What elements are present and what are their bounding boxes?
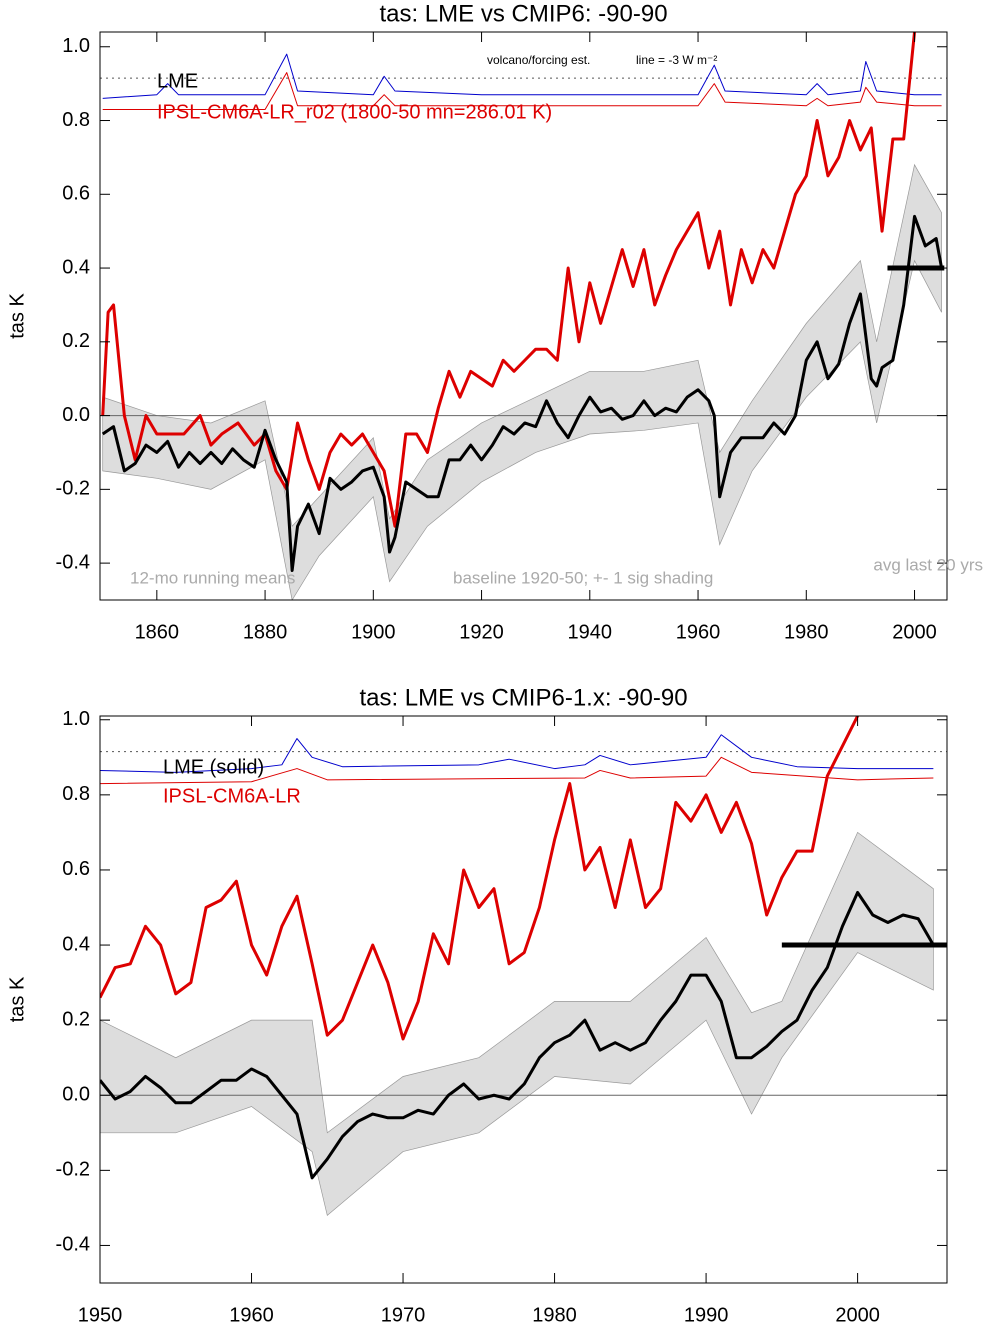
series-line [101,214,944,572]
y-tick-label: 0.8 [62,783,90,805]
x-tick-label: 1880 [243,621,288,643]
panel: -0.4 -0.2 0.0 0.2 0.4 0.6 0.8 1.0 1860 1880 1900 19… [6,0,983,643]
y-tick-label: 0.8 [62,109,90,131]
annotation: volcano/forcing est. [487,53,590,67]
plot-frame [99,715,948,1284]
x-tick-label: 2000 [892,621,937,643]
y-tick-label: 1.0 [62,35,90,57]
sigma-band [102,163,942,600]
series-line [102,72,942,110]
legend-label: LME [157,70,198,92]
annotation: baseline 1920-50; +- 1 sig shading [453,568,713,587]
y-tick-label: 0.4 [62,256,90,278]
x-tick-label: 1920 [459,621,504,643]
chart-title: tas: LME vs CMIP6: -90-90 [379,0,667,27]
x-tick-label: 1960 [229,1304,274,1325]
series-line [100,890,935,1180]
y-tick-label: 1.0 [62,708,90,730]
x-tick-label: 1970 [381,1304,426,1325]
x-tick-label: 1900 [351,621,396,643]
panel: -0.4 -0.2 0.0 0.2 0.4 0.6 0.8 1.0 1950 1960 1970 19… [6,684,948,1325]
legend-label: IPSL-CM6A-LR_r02 (1800-50 mn=286.01 K) [157,101,552,123]
y-tick-label: -0.4 [56,551,90,573]
x-tick-label: 1990 [684,1304,729,1325]
y-tick-label: 0.0 [62,404,90,426]
x-tick-label: 2000 [835,1304,880,1325]
y-tick-label: -0.2 [56,478,90,500]
series-line [102,53,942,99]
chart-title: tas: LME vs CMIP6-1.x: -90-90 [359,684,687,711]
x-tick-label: 1940 [568,621,613,643]
plot-area [100,32,947,600]
y-axis-label: tas K [6,976,28,1022]
series-line [101,32,917,528]
x-tick-label: 1980 [532,1304,577,1325]
x-tick-label: 1980 [784,621,829,643]
y-tick-label: 0.2 [62,1008,90,1030]
y-tick-label: 0.6 [62,858,90,880]
plot-frame [99,31,948,601]
y-axis-label: tas K [6,293,28,339]
sigma-band [100,831,934,1217]
x-tick-label: 1950 [78,1304,123,1325]
legend-label: LME (solid) [163,756,264,778]
x-tick-label: 1960 [676,621,721,643]
y-tick-label: 0.6 [62,183,90,205]
annotation: line = -3 W m⁻² [636,53,717,67]
annotation: 12-mo running means [130,568,295,587]
series-line [100,716,859,1041]
y-tick-label: 0.0 [62,1084,90,1106]
y-tick-label: -0.2 [56,1159,90,1181]
series-line [100,734,934,773]
y-tick-label: 0.2 [62,330,90,352]
series-line [100,756,934,785]
y-tick-label: -0.4 [56,1234,90,1256]
y-tick-label: 0.4 [62,933,90,955]
annotation: avg last 20 yrs [873,555,983,574]
x-tick-label: 1860 [135,621,180,643]
legend-label: IPSL-CM6A-LR [163,785,301,807]
plot-area [100,716,947,1217]
